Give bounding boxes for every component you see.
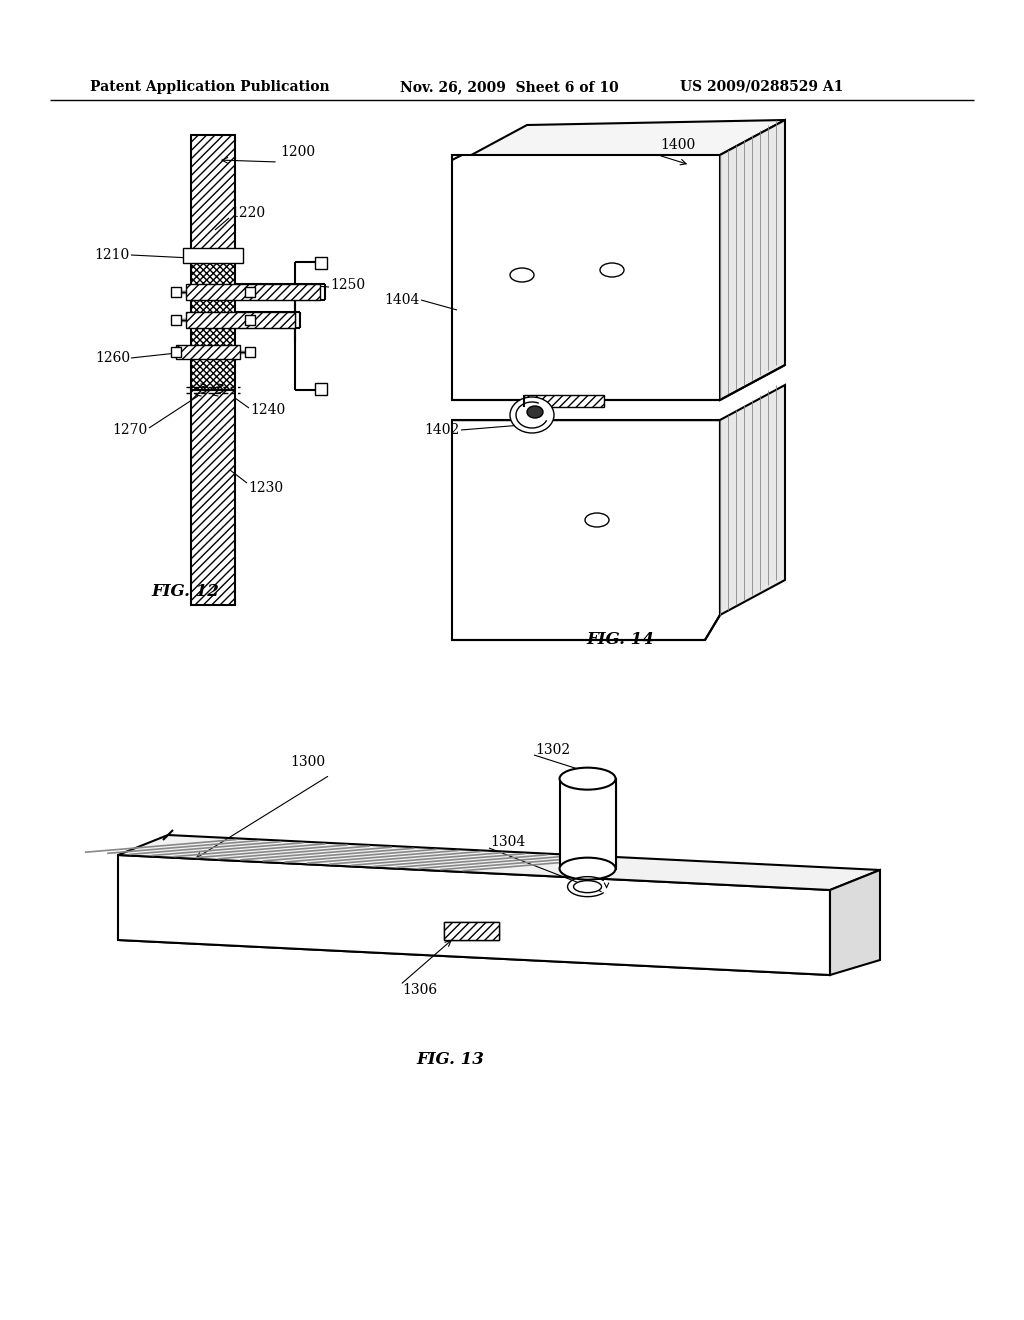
Bar (191, 135, 234, 260)
Polygon shape (118, 935, 830, 975)
Bar (176, 345, 240, 359)
Ellipse shape (573, 880, 601, 892)
Bar (183, 248, 243, 263)
Text: Nov. 26, 2009  Sheet 6 of 10: Nov. 26, 2009 Sheet 6 of 10 (400, 81, 618, 94)
Text: 1306: 1306 (402, 983, 437, 997)
Bar (444, 921, 499, 940)
Ellipse shape (600, 263, 624, 277)
Polygon shape (830, 870, 880, 975)
Polygon shape (118, 836, 880, 890)
Text: 1404: 1404 (385, 293, 420, 308)
Text: 1304: 1304 (490, 836, 525, 849)
Text: FIG. 13: FIG. 13 (416, 1052, 484, 1068)
Text: 1402: 1402 (425, 422, 460, 437)
Polygon shape (452, 420, 720, 640)
Text: 1250: 1250 (330, 279, 366, 292)
Bar (245, 286, 255, 297)
Ellipse shape (559, 858, 615, 879)
Bar (245, 315, 255, 325)
Bar (191, 389, 234, 605)
Text: 1230: 1230 (248, 480, 283, 495)
Bar (186, 312, 295, 327)
Text: 1200: 1200 (280, 145, 315, 158)
Ellipse shape (527, 407, 543, 418)
Polygon shape (720, 385, 785, 615)
Bar (315, 383, 327, 395)
Ellipse shape (510, 268, 534, 282)
Text: US 2009/0288529 A1: US 2009/0288529 A1 (680, 81, 844, 94)
Text: 1210: 1210 (95, 248, 130, 261)
Polygon shape (462, 120, 785, 160)
Text: Patent Application Publication: Patent Application Publication (90, 81, 330, 94)
Bar (171, 347, 181, 356)
Text: FIG. 12: FIG. 12 (152, 583, 219, 601)
Ellipse shape (559, 768, 615, 789)
Bar (191, 260, 234, 389)
Bar (245, 347, 255, 356)
Bar (186, 284, 319, 300)
Bar (444, 921, 499, 940)
Polygon shape (118, 855, 830, 975)
Polygon shape (720, 120, 785, 400)
Text: FIG. 14: FIG. 14 (586, 631, 654, 648)
Text: 1270: 1270 (113, 422, 148, 437)
Bar (559, 779, 615, 869)
Ellipse shape (510, 397, 554, 433)
Text: 1400: 1400 (660, 139, 695, 152)
Text: 1220: 1220 (230, 206, 265, 220)
Text: 1300: 1300 (290, 755, 326, 770)
Bar (171, 286, 181, 297)
Text: 1302: 1302 (535, 743, 570, 756)
Bar (524, 395, 604, 407)
Ellipse shape (585, 513, 609, 527)
Bar (452, 154, 720, 400)
Text: 1240: 1240 (250, 403, 286, 417)
Bar (315, 257, 327, 269)
Bar (171, 315, 181, 325)
Text: 1260: 1260 (95, 351, 130, 366)
